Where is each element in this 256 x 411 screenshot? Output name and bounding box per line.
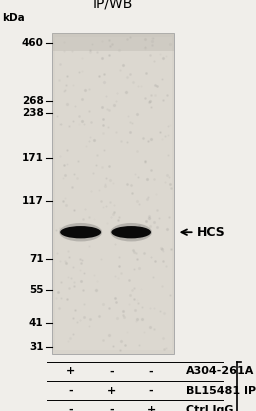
Text: 238: 238 [22, 108, 44, 118]
Text: Ctrl IgG: Ctrl IgG [186, 405, 233, 411]
Text: 55: 55 [29, 285, 44, 295]
Text: +: + [66, 366, 75, 376]
Bar [52, 33, 174, 354]
Text: IP/WB: IP/WB [93, 0, 133, 10]
Text: 71: 71 [29, 254, 44, 264]
Ellipse shape [110, 223, 152, 242]
Bar [52, 33, 174, 51]
Text: kDa: kDa [3, 13, 25, 23]
Text: -: - [109, 366, 114, 376]
Text: A304-261A: A304-261A [186, 366, 254, 376]
Text: -: - [68, 405, 73, 411]
Text: -: - [149, 366, 153, 376]
Ellipse shape [59, 223, 102, 242]
Text: -: - [149, 386, 153, 396]
Text: +: + [107, 386, 116, 396]
Text: +: + [146, 405, 156, 411]
Text: 460: 460 [22, 38, 44, 48]
Text: 117: 117 [22, 196, 44, 206]
Text: -: - [109, 405, 114, 411]
Text: BL15481: BL15481 [186, 386, 240, 396]
Text: -: - [68, 386, 73, 396]
Text: 171: 171 [22, 153, 44, 163]
Text: 31: 31 [29, 342, 44, 352]
Ellipse shape [60, 226, 101, 238]
Ellipse shape [111, 226, 151, 238]
Bar [55, 37, 172, 350]
Text: HCS: HCS [197, 226, 226, 239]
Text: 268: 268 [22, 96, 44, 106]
Text: IP: IP [244, 386, 256, 396]
Text: 41: 41 [29, 318, 44, 328]
